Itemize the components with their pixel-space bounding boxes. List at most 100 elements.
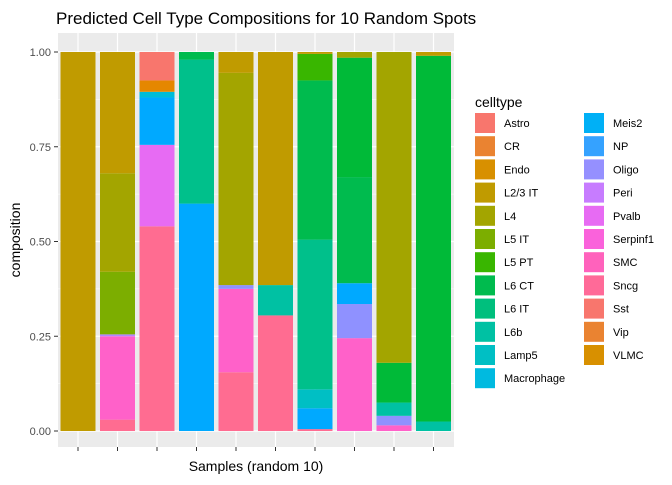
legend-label: Meis2 [613,118,642,130]
bar-6 [258,52,293,431]
legend-key [584,298,604,319]
bar-segment [337,52,372,58]
bar-segment [218,52,254,73]
bar-segment [218,285,254,289]
bar-segment [258,52,293,286]
bar-segment [100,336,135,420]
legend-key [584,205,604,226]
y-tick-label: 1.00 [30,47,51,59]
bar-segment [376,362,412,403]
bar-segment [337,338,372,431]
bar-segment [337,177,372,284]
y-tick-label: 0.25 [30,331,51,343]
legend-key [584,182,604,203]
bar-segment [218,372,254,431]
bar-segment [100,173,135,272]
legend-key [475,182,495,203]
bar-3 [139,52,175,431]
legend-label: CR [504,141,520,153]
legend-title: celltype [475,94,523,110]
bar-segment [218,288,254,373]
legend-label: Macrophage [504,373,565,385]
legend-key [475,321,495,342]
legend-label: Peri [613,188,633,200]
legend-label: L2/3 IT [504,188,539,200]
legend-label: Astro [504,118,530,130]
legend-key [475,368,495,389]
bar-segment [297,429,333,431]
bar-10 [416,52,451,431]
bar-5 [218,52,254,431]
bar-segment [218,72,254,286]
legend-key [584,113,604,133]
legend-key [475,159,495,180]
legend-label: L6 IT [504,304,529,316]
legend-key [584,321,604,342]
bar-segment [297,408,333,430]
bar-1 [60,52,96,431]
bar-segment [139,91,175,98]
legend-label: Endo [504,164,530,176]
bar-segment [258,285,293,316]
legend-label: L6 CT [504,280,534,292]
legend-label: L4 [504,211,516,223]
x-axis [77,447,434,451]
legend-key [584,275,604,296]
bar-segment [297,389,333,409]
bars-group [60,52,451,431]
legend: celltype Astro CR Endo L2/3 IT L4 L5 IT L5 PT L… [475,94,654,389]
legend-key [475,205,495,226]
bar-segment [376,425,412,431]
legend-key [584,252,604,273]
bar-8 [337,52,372,431]
bar-segment [376,52,412,363]
bar-segment [416,421,451,431]
bar-segment [297,53,333,81]
bar-segment [179,52,214,60]
bar-segment [297,80,333,240]
bar-segment [139,97,175,145]
legend-label: SMC [613,257,638,269]
bar-segment [139,144,175,227]
bar-segment [100,271,135,335]
legend-key [475,113,495,133]
bar-9 [376,52,412,431]
legend-key [475,136,495,157]
bar-segment [337,283,372,305]
legend-label: Sncg [613,280,638,292]
bar-2 [100,52,135,431]
legend-label: L5 PT [504,257,534,269]
legend-label: L5 IT [504,234,529,246]
bar-segment [297,239,333,390]
legend-label: NP [613,141,628,153]
bar-4 [179,52,214,431]
bar-segment [258,315,293,431]
legend-label: Serpinf1 [613,234,654,246]
legend-key [584,159,604,180]
bar-segment [100,334,135,337]
legend-key [475,345,495,365]
bar-segment [337,304,372,339]
legend-label: Oligo [613,164,639,176]
bar-segment [416,55,451,422]
legend-label: Sst [613,304,629,316]
legend-key [584,345,604,365]
y-axis-label: composition [7,203,23,278]
legend-key [475,298,495,319]
legend-label: Pvalb [613,211,641,223]
bar-segment [376,415,412,426]
y-tick-label: 0.75 [30,142,51,154]
y-tick-label: 0.50 [30,237,51,249]
legend-key [475,252,495,273]
bar-segment [139,80,175,92]
legend-key [584,229,604,249]
y-axis: 0.00 0.25 0.50 0.75 1.00 [30,47,58,438]
bar-segment [139,52,175,81]
legend-key [475,275,495,296]
legend-label: VLMC [613,350,644,362]
bar-segment [179,203,214,431]
legend-label: L6b [504,327,522,339]
bar-segment [100,52,135,174]
legend-key [584,136,604,157]
